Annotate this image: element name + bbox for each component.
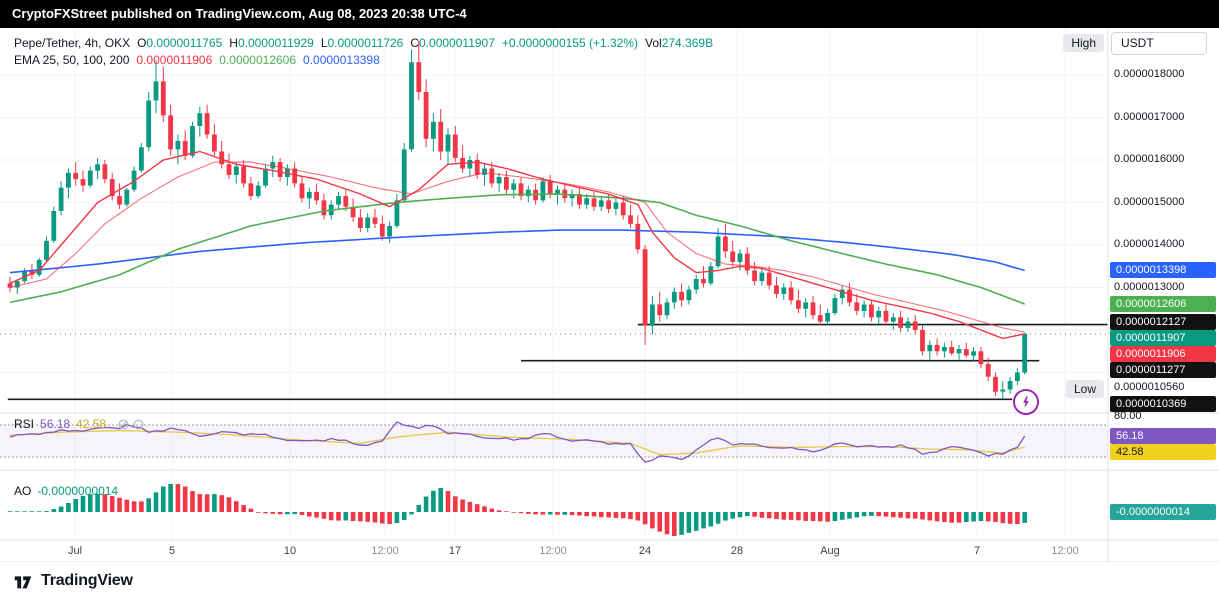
ao-legend: AO -0.0000000014 <box>14 484 118 498</box>
time-tick: Jul <box>67 545 83 557</box>
price-badge: 0.0000012606 <box>1110 296 1216 312</box>
ohlc-letter: O <box>137 36 147 50</box>
low-price-value: 0.0000010560 <box>1114 381 1185 393</box>
price-tick: 0.0000016000 <box>1114 153 1185 165</box>
ohlc-value: 0.0000011726 <box>327 36 404 50</box>
ao-value: -0.0000000014 <box>37 484 119 498</box>
time-tick: 5 <box>168 545 176 557</box>
time-tick: 12:00 <box>539 545 567 557</box>
time-tick: Aug <box>820 545 840 557</box>
time-axis[interactable]: Jul 5 10 12:00 17 12:00 24 28 Aug 7 12:00 <box>0 540 1108 562</box>
price-tick: 0.0000017000 <box>1114 110 1185 123</box>
time-tick: 12:00 <box>1051 545 1079 557</box>
attribution-bar: CryptoFXStreet published on TradingView.… <box>0 0 1219 28</box>
time-tick: 10 <box>283 545 297 557</box>
tradingview-mark-icon <box>14 576 32 589</box>
ohlc-letter: C <box>410 36 420 50</box>
tradingview-wordmark: TradingView <box>41 572 133 589</box>
rsi-ma-value: 42.58 <box>76 417 107 431</box>
price-tick: 0.0000015000 <box>1114 195 1185 208</box>
price-badge: 0.0000010369 <box>1110 396 1216 412</box>
ema-legend: EMA 25, 50, 100, 200 0.0000011906 0.000001… <box>14 53 380 67</box>
time-tick: 28 <box>730 545 744 557</box>
ohlc-value: 0.0000011765 <box>146 36 223 50</box>
ohlc-value: 0.0000011929 <box>237 36 314 50</box>
rsi-badge: 42.58 <box>1110 444 1216 460</box>
price-badge: 0.0000012127 <box>1110 314 1216 330</box>
time-tick: 7 <box>973 545 981 557</box>
ema-value: 0.0000011906 <box>136 53 213 67</box>
rsi-value: 56.18 <box>40 417 71 431</box>
ohlc-values: O0.0000011765 H0.0000011929 L0.0000011726 C… <box>130 36 495 50</box>
price-badge: 0.0000011907 <box>1110 330 1216 346</box>
ohlc-letter: H <box>229 36 238 50</box>
symbol-title: Pepe/Tether, 4h, OKX <box>14 36 131 50</box>
price-tick: 0.0000013000 <box>1114 280 1185 293</box>
rsi-legend: RSI 56.18 42.58 <box>14 417 144 431</box>
time-tick: 24 <box>638 545 652 557</box>
price-badge: 0.0000011277 <box>1110 362 1216 378</box>
price-tick: 0.0000014000 <box>1114 238 1185 250</box>
lightning-icon <box>1023 396 1029 408</box>
ao-label: AO <box>14 484 32 498</box>
rsi-legend-icons <box>114 417 144 431</box>
rsi-scale-tick: 80.00 <box>1114 410 1142 422</box>
rsi-badge: 56.18 <box>1110 428 1216 444</box>
rsi-label: RSI <box>14 417 35 431</box>
ao-badge: -0.0000000014 <box>1110 504 1216 520</box>
low-badge: Low <box>1065 380 1104 398</box>
time-tick: 12:00 <box>371 545 399 557</box>
ema-values: 0.0000011906 0.0000012606 0.0000013398 <box>129 53 379 67</box>
footer: TradingView <box>0 562 1219 603</box>
ema-label: EMA 25, 50, 100, 200 <box>14 53 130 67</box>
price-badge: 0.0000013398 <box>1110 262 1216 278</box>
hide-icon[interactable] <box>118 419 129 430</box>
price-axis[interactable]: USDT 0.0000018000 0.0000017000 0.000001600… <box>1108 28 1219 562</box>
price-tick: 0.0000018000 <box>1114 68 1185 80</box>
tradingview-logo[interactable]: TradingView <box>12 570 133 592</box>
price-badge: 0.0000011906 <box>1110 346 1216 362</box>
ema-value: 0.0000013398 <box>303 53 380 67</box>
ohlc-letter: L <box>320 36 328 50</box>
volume-label: Vol <box>645 36 662 50</box>
price-change: +0.0000000155 (+1.32%) <box>501 36 639 50</box>
ema-value: 0.0000012606 <box>219 53 297 67</box>
volume-value: 274.369B <box>661 36 714 50</box>
ohlc-value: 0.0000011907 <box>419 36 495 50</box>
high-badge: High <box>1063 34 1104 52</box>
settings-icon[interactable] <box>133 419 144 430</box>
time-tick: 17 <box>448 545 462 557</box>
attribution-text: CryptoFXStreet published on TradingView.… <box>12 6 467 21</box>
symbol-legend: Pepe/Tether, 4h, OKX O0.0000011765 H0.0000… <box>14 36 713 50</box>
flash-marker[interactable] <box>1013 389 1039 415</box>
currency-selector[interactable]: USDT <box>1111 32 1207 55</box>
